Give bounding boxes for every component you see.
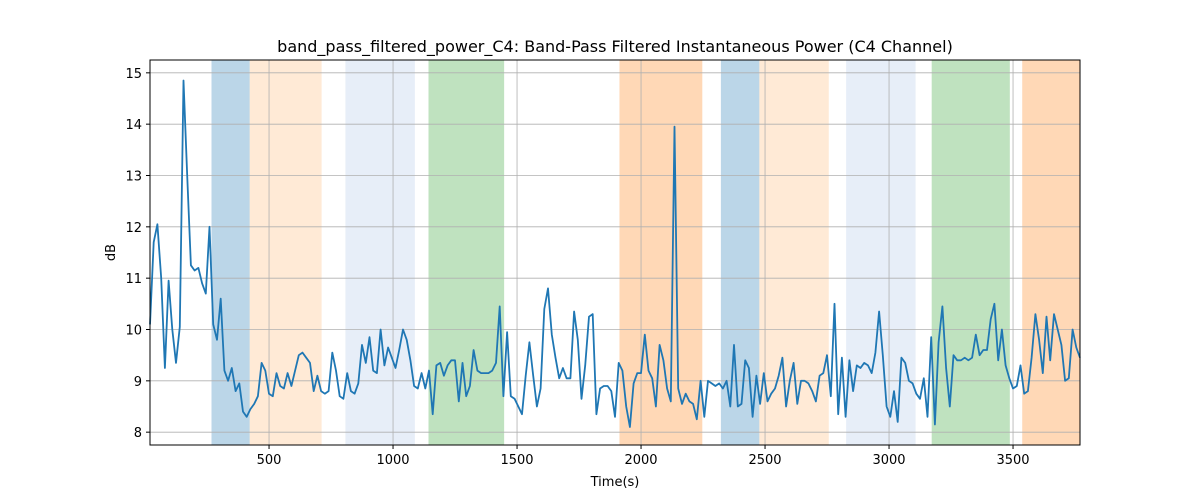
x-tick-label: 500 bbox=[257, 453, 282, 468]
y-tick-label: 12 bbox=[125, 221, 142, 236]
plot-frame bbox=[149, 59, 1081, 446]
series-line-0 bbox=[149, 79, 1081, 428]
x-tick-label: 1500 bbox=[500, 453, 533, 468]
x-tick-label: 3000 bbox=[872, 453, 905, 468]
event-band-2 bbox=[345, 60, 415, 445]
grid-lines bbox=[150, 60, 1080, 445]
event-band-0 bbox=[211, 60, 250, 445]
y-tick-label: 10 bbox=[125, 324, 142, 339]
event-bands bbox=[211, 60, 1080, 445]
x-axis: 500 1000 1500 2000 2500 3000 3500 bbox=[257, 445, 1030, 468]
event-band-9 bbox=[1022, 60, 1080, 445]
y-tick-label: 11 bbox=[125, 272, 142, 287]
x-tick-label: 1000 bbox=[376, 453, 409, 468]
y-tick-label: 9 bbox=[134, 375, 142, 390]
y-tick-label: 14 bbox=[125, 118, 142, 133]
y-tick-label: 13 bbox=[125, 170, 142, 185]
chart-title: band_pass_filtered_power_C4: Band-Pass F… bbox=[277, 37, 953, 57]
event-band-8 bbox=[931, 60, 1010, 445]
x-tick-label: 2500 bbox=[748, 453, 781, 468]
x-tick-label: 2000 bbox=[624, 453, 657, 468]
y-tick-label: 15 bbox=[125, 67, 142, 82]
series-group bbox=[149, 79, 1081, 428]
y-axis-label: dB bbox=[104, 244, 119, 261]
event-band-1 bbox=[249, 60, 322, 445]
y-axis: 8 9 10 11 12 13 14 15 bbox=[125, 67, 150, 441]
event-band-4 bbox=[619, 60, 703, 445]
x-axis-label: Time(s) bbox=[590, 475, 640, 490]
y-tick-label: 8 bbox=[134, 426, 142, 441]
event-band-3 bbox=[428, 60, 505, 445]
x-tick-label: 3500 bbox=[996, 453, 1029, 468]
event-band-7 bbox=[846, 60, 916, 445]
